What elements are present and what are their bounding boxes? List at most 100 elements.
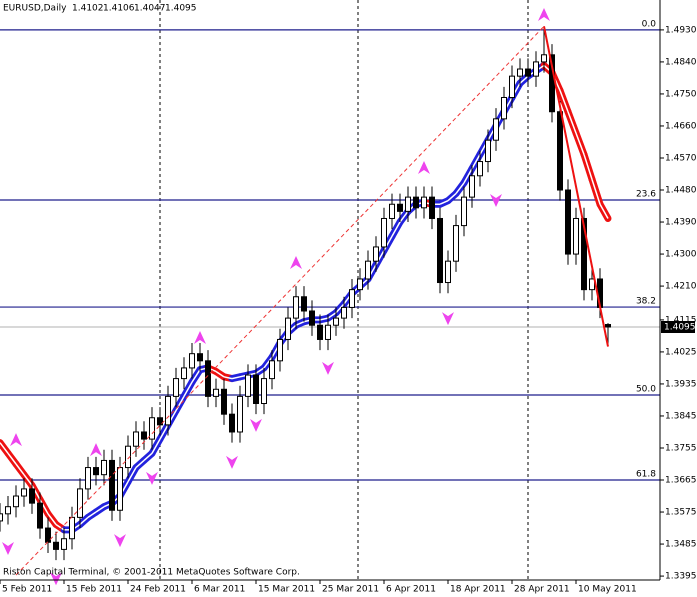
candle-body bbox=[565, 189, 571, 255]
y-tick-label: 1.3485 bbox=[665, 540, 697, 550]
candle-body bbox=[541, 54, 547, 63]
ma-center bbox=[263, 356, 273, 369]
x-tick-label: 25 Mar 2011 bbox=[322, 585, 379, 595]
ma-center bbox=[223, 376, 233, 380]
ma-center bbox=[447, 193, 457, 202]
candle-body bbox=[141, 431, 147, 440]
fractal-down bbox=[250, 418, 262, 432]
candle-body bbox=[21, 488, 27, 497]
current-price-box bbox=[661, 321, 695, 334]
y-tick-label: 1.4210 bbox=[665, 282, 697, 292]
candle-body bbox=[0, 513, 3, 522]
ma-center bbox=[255, 367, 265, 374]
candle-body bbox=[509, 75, 515, 98]
x-tick-label: 24 Feb 2011 bbox=[130, 585, 186, 595]
candle-body bbox=[389, 203, 395, 219]
ma-center bbox=[39, 499, 49, 515]
candle-body bbox=[261, 378, 267, 405]
candle-body bbox=[61, 538, 67, 550]
candle-body bbox=[301, 296, 307, 312]
candle-body bbox=[229, 413, 235, 433]
candle-body bbox=[125, 445, 131, 469]
ma-center bbox=[319, 317, 329, 321]
fractal-up bbox=[10, 433, 22, 447]
ohlc-high: 1.4106 bbox=[103, 4, 135, 14]
fib-label: 0.0 bbox=[642, 19, 657, 29]
candle-body bbox=[365, 260, 371, 280]
ma-center bbox=[383, 235, 393, 251]
fractal-up bbox=[290, 255, 302, 269]
candle-body bbox=[5, 506, 11, 515]
candle-body bbox=[69, 516, 75, 540]
fib-label: 50.0 bbox=[636, 384, 656, 394]
y-tick-label: 1.3845 bbox=[665, 411, 697, 421]
candle-body bbox=[437, 217, 443, 284]
ma-center bbox=[575, 132, 585, 155]
ma-center bbox=[31, 484, 41, 500]
ma-center bbox=[79, 516, 89, 526]
candle-body bbox=[477, 161, 483, 177]
candle-body bbox=[197, 353, 203, 362]
ma-center bbox=[599, 203, 609, 219]
ma-center bbox=[159, 424, 169, 440]
fib-label: 61.8 bbox=[636, 470, 656, 480]
candle-body bbox=[341, 306, 347, 319]
candle-body bbox=[117, 467, 123, 511]
candle-body bbox=[605, 324, 611, 328]
y-tick-label: 1.3935 bbox=[665, 379, 697, 389]
ma-center bbox=[95, 506, 105, 513]
candle-body bbox=[525, 68, 531, 77]
candle-body bbox=[13, 495, 19, 508]
candle-body bbox=[173, 378, 179, 397]
candle-body bbox=[381, 217, 387, 248]
candle-body bbox=[205, 360, 211, 397]
candle-body bbox=[397, 203, 403, 212]
candle-body bbox=[93, 467, 99, 476]
chart-symbol: EURUSD,Daily bbox=[3, 4, 67, 14]
current-price-label: 1.4095 bbox=[664, 323, 696, 333]
ma-center bbox=[135, 459, 145, 469]
x-tick-label: 6 Apr 2011 bbox=[386, 585, 436, 595]
trendline bbox=[15, 25, 545, 576]
candle-body bbox=[533, 61, 539, 77]
ma-center bbox=[591, 179, 601, 205]
candle-body bbox=[429, 196, 435, 219]
candle-body bbox=[573, 217, 579, 255]
x-tick-label: 15 Mar 2011 bbox=[258, 585, 315, 595]
fractal-down bbox=[114, 534, 126, 548]
ma-center bbox=[519, 75, 529, 84]
ma-center bbox=[439, 200, 449, 205]
x-tick-label: 5 Feb 2011 bbox=[2, 585, 52, 595]
fractal-down bbox=[2, 541, 14, 555]
candle-body bbox=[293, 296, 299, 319]
candle-body bbox=[37, 502, 43, 529]
y-tick-label: 1.4480 bbox=[665, 186, 697, 196]
ma-center bbox=[231, 376, 241, 380]
fractal-down bbox=[490, 193, 502, 207]
ma-center bbox=[295, 320, 305, 326]
candle-body bbox=[285, 317, 291, 340]
candle-body bbox=[557, 111, 563, 191]
ma-center bbox=[55, 523, 65, 531]
y-tick-label: 1.4390 bbox=[665, 218, 697, 228]
fractal-up bbox=[90, 443, 102, 457]
candle-body bbox=[469, 175, 475, 198]
candle-body bbox=[45, 527, 51, 543]
candle-body bbox=[213, 388, 219, 397]
ma-center bbox=[327, 312, 337, 319]
candle-body bbox=[453, 225, 459, 262]
y-tick-label: 1.4660 bbox=[665, 121, 697, 131]
candle-body bbox=[149, 417, 155, 440]
candle-body bbox=[325, 324, 331, 340]
ohlc-close: 1.4095 bbox=[165, 4, 197, 14]
candle-body bbox=[189, 353, 195, 369]
candle-body bbox=[53, 541, 59, 550]
x-tick-label: 10 May 2011 bbox=[578, 585, 637, 595]
candle-body bbox=[373, 246, 379, 262]
candle-body bbox=[237, 395, 243, 433]
candle-body bbox=[85, 467, 91, 490]
candle-body bbox=[493, 118, 499, 141]
x-tick-label: 28 Apr 2011 bbox=[514, 585, 570, 595]
candle-body bbox=[109, 459, 115, 511]
fib-label: 38.2 bbox=[636, 297, 656, 307]
